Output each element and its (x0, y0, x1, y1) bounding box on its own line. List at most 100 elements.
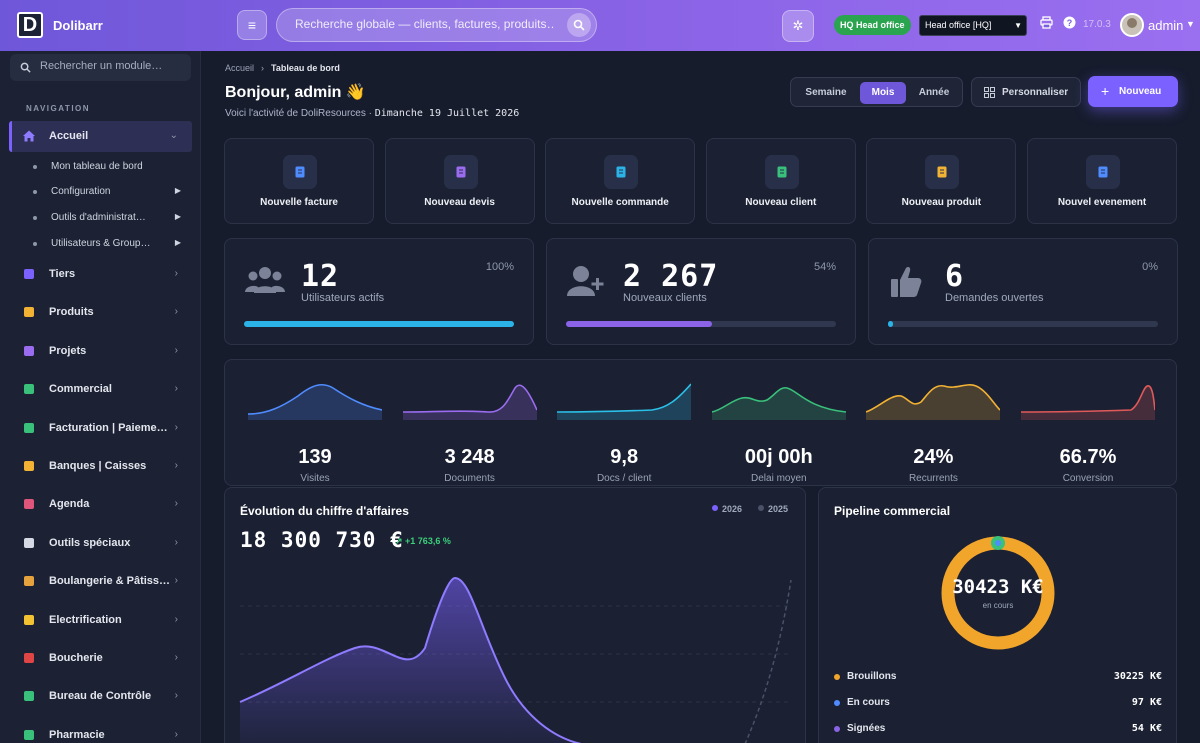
sidebar-item-label: Bureau de Contrôle (49, 690, 152, 703)
pipeline-row-0[interactable]: Brouillons 30225 K€ (834, 670, 1162, 684)
sidebar-item-12[interactable]: Pharmacie › (22, 726, 192, 743)
global-search-box[interactable] (276, 8, 597, 42)
revenue-growth: ↗ +1 763,6 % (395, 536, 451, 546)
breadcrumb-current: Tableau de bord (271, 63, 340, 73)
period-year-button[interactable]: Année (918, 87, 950, 98)
sidebar-item-label: Produits (49, 306, 94, 319)
new-button[interactable]: + Nouveau (1088, 76, 1178, 107)
sidebar-subitem-users-groups[interactable]: Utilisateurs & Group… ▶ (33, 235, 183, 253)
quote-icon (443, 155, 478, 189)
chevron-right-icon: › (174, 383, 178, 395)
pipeline-total: 30423 K€ (952, 576, 1044, 598)
sidebar-item-7[interactable]: Outils spéciaux › (22, 534, 192, 554)
sidebar-item-3[interactable]: Commercial › (22, 380, 192, 400)
theme-toggle-button[interactable]: ✲ (782, 10, 814, 42)
quick-action-2[interactable]: Nouvelle commande (545, 138, 696, 224)
pipeline-row-1[interactable]: En cours 97 K€ (834, 696, 1162, 710)
chevron-right-icon: › (174, 613, 178, 625)
print-icon[interactable] (1040, 16, 1053, 32)
legend-item-2026[interactable]: 2026 (712, 504, 742, 514)
global-search-input[interactable] (295, 17, 555, 31)
invoice-icon (283, 155, 317, 189)
period-month-button[interactable]: Mois (860, 82, 906, 104)
quick-action-4[interactable]: Nouveau produit (866, 138, 1017, 224)
kpi-progress-bar (566, 321, 836, 327)
sidebar-item-2[interactable]: Projets › (22, 342, 192, 362)
pipeline-stage: Brouillons (847, 671, 897, 682)
chevron-right-icon: › (174, 344, 178, 356)
customize-button[interactable]: Personnaliser (971, 77, 1081, 107)
app-name[interactable]: Dolibarr (53, 18, 103, 33)
sidebar-item-10[interactable]: Boucherie › (22, 649, 192, 669)
sidebar-item-9[interactable]: Electrification › (22, 611, 192, 631)
kpi-card-1[interactable]: 2 267 Nouveaux clients 54% (546, 238, 856, 345)
caret-right-icon: ▶ (174, 238, 181, 247)
quick-action-1[interactable]: Nouveau devis (384, 138, 535, 224)
stat-value: 9,8 (610, 446, 639, 468)
package-icon (925, 155, 960, 189)
pipeline-stage: Signées (847, 723, 886, 734)
period-week-button[interactable]: Semaine (805, 87, 847, 98)
breadcrumb-home[interactable]: Accueil (225, 63, 255, 73)
stat-label: Recurrents (908, 473, 958, 484)
sidebar-item-11[interactable]: Bureau de Contrôle › (22, 687, 192, 707)
thumbs-up-icon (889, 265, 923, 304)
legend-item-2025[interactable]: 2025 (758, 504, 788, 514)
user-name[interactable]: admin (1148, 18, 1184, 33)
sidebar-item-5[interactable]: Banques | Caisses › (22, 457, 192, 477)
sidebar-item-accueil[interactable] (9, 121, 192, 152)
sidebar-item-6[interactable]: Agenda › (22, 495, 192, 515)
pipeline-row-2[interactable]: Signées 54 K€ (834, 722, 1162, 736)
sidebar-item-0[interactable]: Tiers › (22, 265, 192, 285)
project-icon (22, 344, 36, 358)
sidebar-subitem-admin-tools[interactable]: Outils d'administrat… ▶ (33, 209, 183, 227)
pipeline-value: 54 K€ (1131, 723, 1162, 734)
stat-label: Conversion (1062, 473, 1114, 484)
chevron-right-icon: › (174, 498, 178, 510)
module-search-box[interactable] (10, 54, 191, 81)
avatar[interactable] (1120, 13, 1144, 37)
chevron-right-icon: › (174, 306, 178, 318)
donut-segment-en-cours[interactable] (995, 540, 1001, 546)
sidebar-subitem-dashboard[interactable]: Mon tableau de bord (33, 158, 183, 176)
sidebar-item-4[interactable]: Facturation | Paieme… › (22, 419, 192, 439)
kpi-card-2[interactable]: 6 Demandes ouvertes 0% (868, 238, 1178, 345)
sidebar-item-label: Accueil (49, 130, 89, 142)
chevron-right-icon: › (174, 652, 178, 663)
caret-right-icon: ▶ (174, 212, 181, 221)
kpi-card-0[interactable]: 12 Utilisateurs actifs 100% (224, 238, 534, 345)
chevron-down-icon[interactable]: ▼ (1186, 19, 1195, 29)
stats-panel: 139 Visites 3 248 Documents 9,8 Docs / client… (224, 359, 1177, 486)
stat-value: 24% (913, 446, 954, 468)
plus-icon: + (1101, 83, 1110, 99)
search-button[interactable] (567, 13, 591, 37)
quick-action-0[interactable]: Nouvelle facture (224, 138, 374, 224)
sidebar-item-accueil-row[interactable]: Accueil ⌄ (22, 127, 192, 147)
dolibarr-logo[interactable]: D (17, 12, 43, 38)
cart-icon (604, 155, 639, 189)
hamburger-menu-button[interactable]: ≡ (237, 10, 267, 40)
entity-badge[interactable]: HQ Head office (834, 15, 911, 35)
legend-label: 2026 (722, 504, 743, 514)
chevron-right-icon: › (174, 421, 178, 433)
module-search-input[interactable] (40, 60, 185, 72)
box-icon (22, 305, 36, 319)
sidebar-subitem-configuration[interactable]: Configuration ▶ (33, 183, 183, 201)
quick-action-5[interactable]: Nouvel evenement (1027, 138, 1177, 224)
entity-select[interactable]: Head office [HQ] ▼ (919, 15, 1027, 36)
help-icon[interactable]: ? (1063, 16, 1076, 32)
sidebar-subitem-label: Mon tableau de bord (51, 161, 143, 172)
kpi-percent: 100% (485, 261, 514, 273)
caret-right-icon: ▶ (174, 186, 181, 195)
kpi-progress-fill (244, 321, 514, 327)
stat-value: 139 (298, 446, 332, 468)
quick-action-label: Nouvelle commande (571, 197, 669, 208)
stat-value: 3 248 (444, 446, 495, 468)
grid-icon (984, 87, 995, 101)
quick-action-3[interactable]: Nouveau client (705, 138, 856, 224)
revenue-title: Évolution du chiffre d'affaires (240, 504, 409, 518)
page-subtitle: Voici l'activité de DoliResources · Dima… (225, 108, 519, 119)
kpi-label: Demandes ouvertes (945, 292, 1044, 304)
sidebar-item-1[interactable]: Produits › (22, 303, 192, 323)
sidebar-item-8[interactable]: Boulangerie & Pâtiss… › (22, 572, 192, 592)
